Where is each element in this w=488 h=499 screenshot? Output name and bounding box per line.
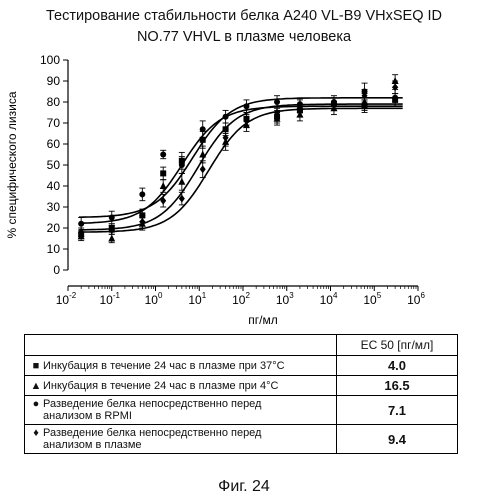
ec50-table-header-blank <box>25 335 337 356</box>
x-tick-label: 102 <box>232 291 250 307</box>
data-point-triangle <box>160 182 167 189</box>
y-tick-label: 30 <box>47 200 61 214</box>
ec50-row-label-line-1: Разведение белка непосредственно перед <box>43 398 261 410</box>
y-tick-label: 40 <box>47 179 61 193</box>
triangle-marker-icon: ▲ <box>29 380 43 392</box>
data-point-circle <box>392 95 398 101</box>
ec50-table-header: EC 50 [пг/мл] <box>337 335 458 356</box>
ec50-value: 4.0 <box>337 356 458 376</box>
y-tick-label: 50 <box>47 158 61 172</box>
x-tick-label: 100 <box>145 291 163 307</box>
ec50-row-rpmi: ●Разведение белка непосредственно перед … <box>25 396 458 425</box>
data-point-triangle <box>108 235 115 242</box>
x-tick-label: 104 <box>320 291 338 307</box>
data-point-circle <box>139 191 145 197</box>
y-tick-label: 100 <box>40 53 60 67</box>
fit-curve-diamond <box>79 104 403 230</box>
figure-caption: Фиг. 24 <box>0 478 488 496</box>
ec50-row-label: Инкубация в течение 24 час в плазме при … <box>43 360 285 372</box>
y-tick-label: 10 <box>47 242 61 256</box>
fit-curve-square <box>79 106 403 223</box>
y-tick-label: 60 <box>47 137 61 151</box>
circle-marker-icon: ● <box>29 398 43 410</box>
ec50-row-label: Инкубация в течение 24 час в плазме при … <box>43 380 278 392</box>
ec50-row-label-line-1: Разведение белка непосредственно перед <box>43 427 261 439</box>
x-tick-label: 103 <box>276 291 294 307</box>
ec50-row-4c: ▲Инкубация в течение 24 час в плазме при… <box>25 376 458 396</box>
y-tick-label: 70 <box>47 116 61 130</box>
x-tick-label: 105 <box>363 291 381 307</box>
data-point-square <box>160 170 166 176</box>
ec50-row-plasma: ♦Разведение белка непосредственно перед … <box>25 425 458 454</box>
data-point-circle <box>223 114 229 120</box>
y-tick-label: 0 <box>53 263 60 277</box>
data-point-diamond <box>392 83 398 91</box>
y-tick-label: 90 <box>47 74 61 88</box>
ec50-value: 9.4 <box>337 425 458 454</box>
ec50-value: 16.5 <box>337 376 458 396</box>
ec50-table-header-row: EC 50 [пг/мл] <box>25 335 458 356</box>
data-point-circle <box>200 126 206 132</box>
ec50-value: 7.1 <box>337 396 458 425</box>
diamond-marker-icon: ♦ <box>29 427 43 439</box>
data-point-diamond <box>200 165 206 173</box>
data-point-circle <box>179 162 185 168</box>
x-tick-label: 101 <box>188 291 206 307</box>
square-marker-icon: ■ <box>29 360 43 372</box>
x-tick-label: 10-2 <box>56 291 77 307</box>
data-point-circle <box>274 99 280 105</box>
ec50-row-37c: ■Инкубация в течение 24 час в плазме при… <box>25 356 458 376</box>
y-axis-label: % специфического лизиса <box>5 91 19 238</box>
data-point-circle <box>109 215 115 221</box>
data-point-circle <box>78 221 84 227</box>
y-tick-label: 80 <box>47 95 61 109</box>
y-tick-label: 20 <box>47 221 61 235</box>
ec50-row-label-line-2: анализом в RPMI <box>43 410 132 422</box>
data-point-circle <box>243 103 249 109</box>
x-axis-label: пг/мл <box>248 313 277 327</box>
ec50-row-label-line-2: анализом в плазме <box>43 439 142 451</box>
ec50-table: EC 50 [пг/мл] ■Инкубация в течение 24 ча… <box>24 334 458 454</box>
x-tick-label: 106 <box>407 291 425 307</box>
data-point-circle <box>160 152 166 158</box>
dose-response-chart: 0 10 20 30 40 50 60 70 80 90 100 10-2 10-1 100 101 102 1… <box>0 0 488 330</box>
x-tick-label: 10-1 <box>100 291 121 307</box>
